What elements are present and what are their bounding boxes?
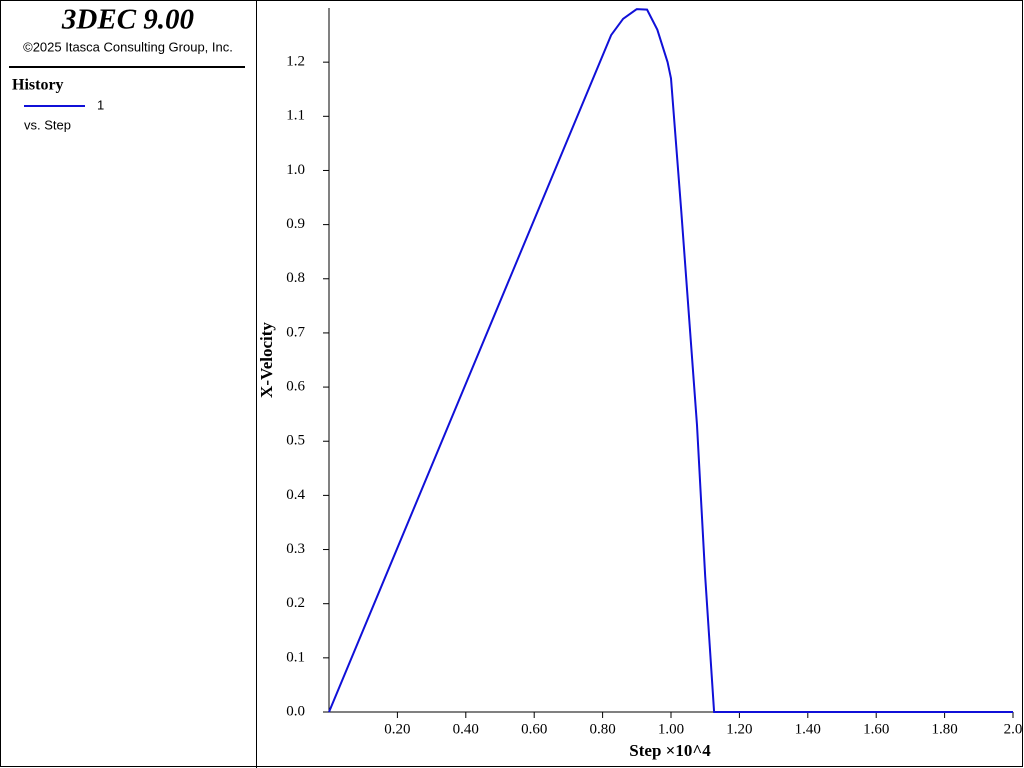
x-tick-label: 1.80 [931, 721, 957, 737]
y-tick-label: 0.1 [286, 649, 305, 665]
x-tick-label: 0.60 [521, 721, 547, 737]
y-tick-label: 1.0 [286, 162, 305, 178]
copyright: ©2025 Itasca Consulting Group, Inc. [23, 39, 233, 54]
x-tick-label: 0.20 [384, 721, 410, 737]
y-tick-label: 0.5 [286, 433, 305, 449]
y-tick-label: 1.1 [286, 108, 305, 124]
y-tick-label: 0.6 [286, 379, 305, 395]
legend-title: History [12, 77, 64, 94]
x-tick-label: 1.20 [726, 721, 752, 737]
x-tick-label: 0.80 [589, 721, 615, 737]
x-tick-label: 1.60 [863, 721, 889, 737]
x-tick-label: 1.40 [795, 721, 821, 737]
data-line [328, 8, 1013, 713]
x-tick-label: 2.0 [1004, 721, 1023, 737]
y-tick-label: 0.0 [286, 703, 305, 719]
legend-note: vs. Step [24, 117, 71, 132]
y-tick-label: 0.2 [286, 595, 305, 611]
y-tick-label: 0.9 [286, 216, 305, 232]
x-tick-label: 1.00 [658, 721, 684, 737]
x-axis-label: Step ×10^4 [629, 741, 711, 760]
y-tick-label: 0.8 [286, 270, 305, 286]
y-tick-label: 0.3 [286, 541, 305, 557]
x-tick-label: 0.40 [453, 721, 479, 737]
y-axis-label: X-Velocity [257, 322, 276, 398]
y-tick-label: 0.4 [286, 487, 305, 503]
y-tick-label: 1.2 [286, 54, 305, 70]
legend-label: 1 [97, 97, 104, 112]
y-tick-label: 0.7 [286, 324, 305, 340]
app-title: 3DEC 9.00 [61, 4, 194, 36]
